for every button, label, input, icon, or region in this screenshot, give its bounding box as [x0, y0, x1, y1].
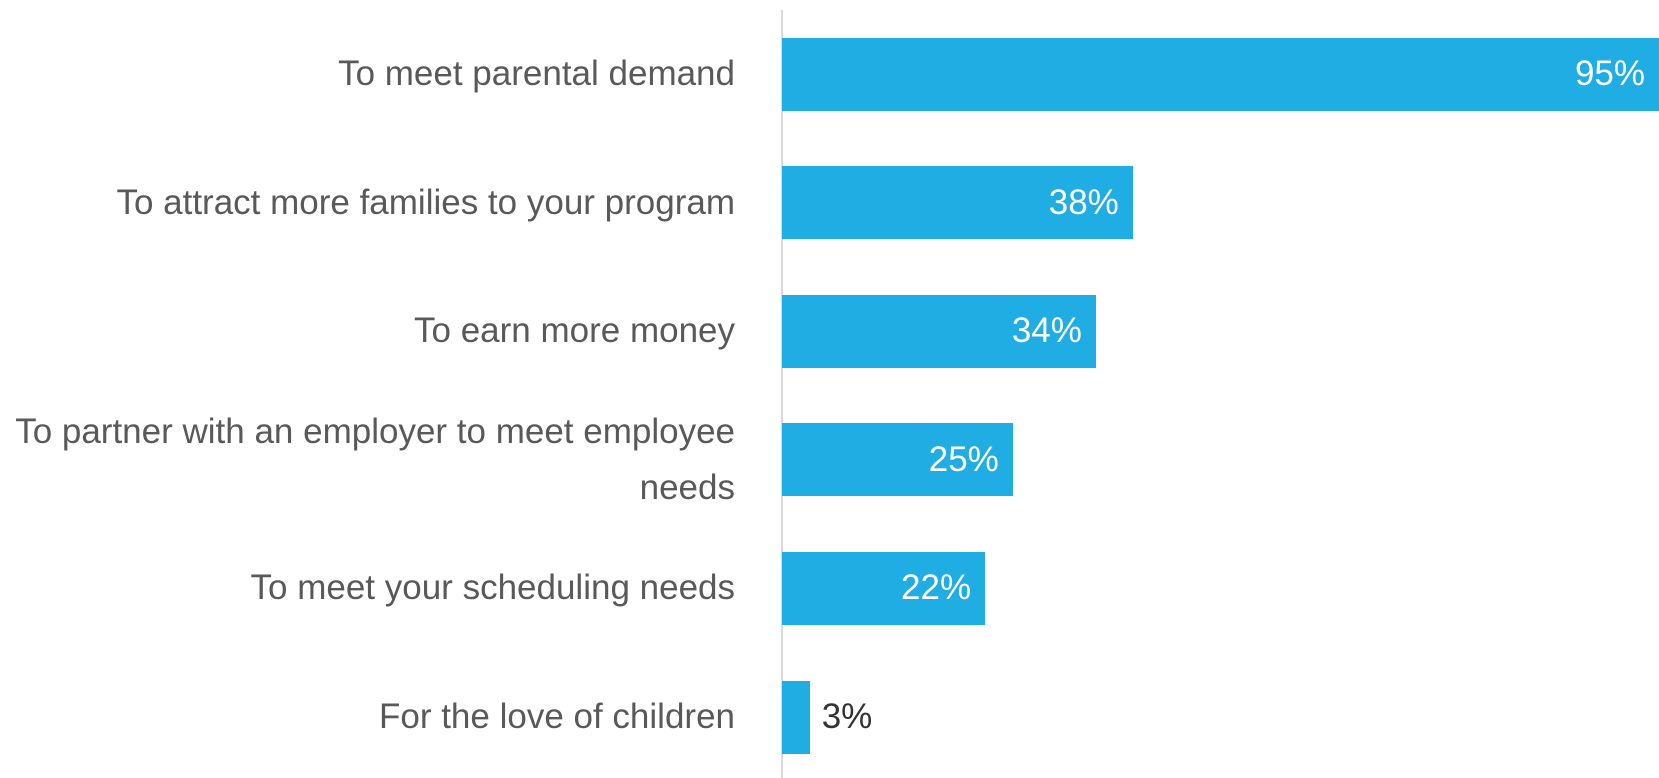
bar [782, 294, 1096, 368]
category-label: For the love of children [378, 697, 735, 736]
axis-line [781, 10, 783, 778]
category-label: To earn more money [414, 311, 735, 351]
category-label: To attract more families to your program [116, 182, 735, 222]
category-label: To meet your scheduling needs [250, 568, 735, 608]
category-label: To partner with an employer to meet empl… [15, 411, 735, 507]
bar [782, 37, 1659, 111]
value-label: 95% [1574, 54, 1645, 93]
value-label: 25% [928, 439, 999, 479]
value-label: 22% [901, 568, 972, 608]
bar [782, 551, 986, 625]
category-label: To meet parental demand [338, 54, 735, 93]
value-label: 34% [1011, 311, 1082, 351]
value-label: 3% [821, 697, 873, 736]
bar [782, 423, 1013, 497]
bar [782, 680, 810, 754]
bar [782, 166, 1133, 240]
value-label: 38% [1048, 182, 1119, 222]
